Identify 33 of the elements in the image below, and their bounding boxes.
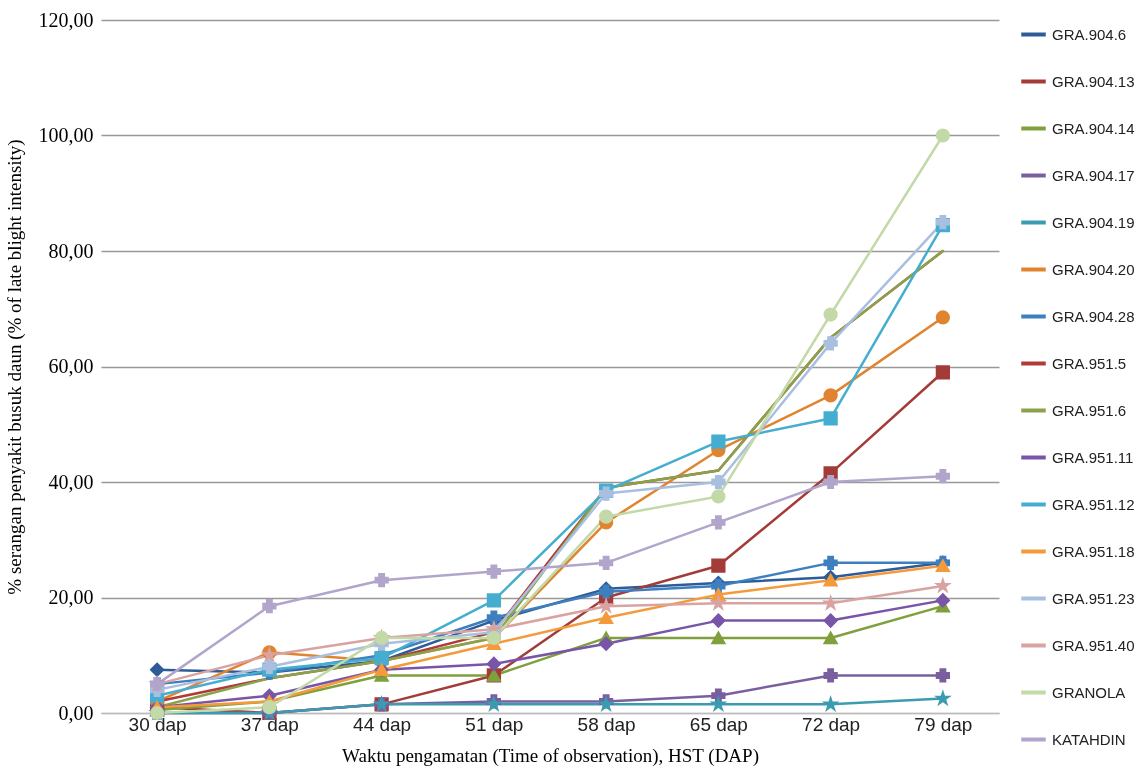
x-tick-label: 44 dap <box>353 713 412 735</box>
x-tick-label: 79 dap <box>914 713 973 735</box>
legend-label: GRA.904.17 <box>1052 166 1135 184</box>
legend-label: GRA.951.40 <box>1052 636 1135 654</box>
legend-label: GRA.904.28 <box>1052 307 1135 325</box>
legend-label: GRA.951.12 <box>1052 495 1135 513</box>
x-tick-label: 51 dap <box>465 713 524 735</box>
y-tick-label: 100,00 <box>38 124 94 146</box>
legend-label: KATAHDIN <box>1052 730 1126 748</box>
legend-label: GRA.951.6 <box>1052 401 1127 419</box>
legend-label: GRA.951.11 <box>1052 448 1134 466</box>
legend-label: GRA.904.6 <box>1052 25 1127 43</box>
legend-label: GRA.904.19 <box>1052 213 1135 231</box>
x-tick-label: 37 dap <box>240 713 299 735</box>
x-tick-label: 58 dap <box>577 713 636 735</box>
legend-label: GRA.951.18 <box>1052 542 1135 560</box>
legend-label: GRANOLA <box>1052 683 1126 701</box>
y-axis-title: % serangan penyakit busuk daun (% of late blight intensity) <box>3 139 26 595</box>
y-tick-label: 20,00 <box>48 586 94 608</box>
legend-label: GRA.951.23 <box>1052 589 1135 607</box>
x-tick-label: 30 dap <box>128 713 187 735</box>
legend-label: GRA.904.20 <box>1052 260 1135 278</box>
x-axis-title: Waktu pengamatan (Time of observation), HST (DAP) <box>342 744 759 767</box>
x-tick-label: 65 dap <box>689 713 748 735</box>
y-tick-label: 120,00 <box>38 8 94 31</box>
legend-label: GRA.904.13 <box>1052 72 1135 90</box>
legend-label: GRA.904.14 <box>1052 119 1135 137</box>
y-tick-label: 80,00 <box>48 239 94 262</box>
y-tick-label: 0,00 <box>58 701 94 724</box>
y-tick-label: 60,00 <box>48 355 94 377</box>
x-tick-label: 72 dap <box>802 713 861 735</box>
legend-label: GRA.951.5 <box>1052 354 1127 372</box>
y-tick-label: 40,00 <box>48 470 94 493</box>
